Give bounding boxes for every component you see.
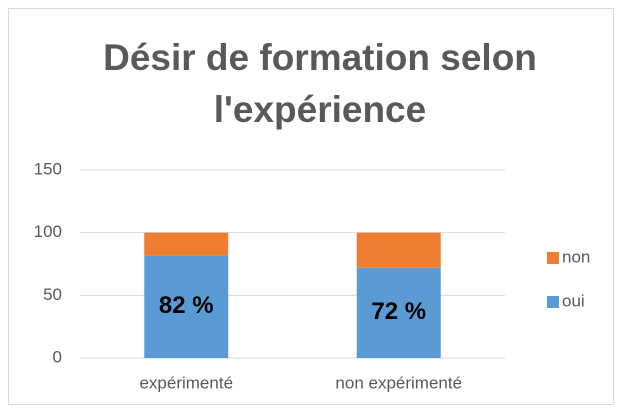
bar-segment — [144, 232, 229, 256]
bar-segment — [356, 232, 441, 268]
legend-swatch — [547, 252, 559, 264]
legend-label: non — [562, 247, 590, 266]
bar-segment — [356, 267, 441, 358]
legend-label: oui — [562, 291, 585, 310]
chart-border — [8, 8, 614, 405]
legend-swatch — [547, 296, 559, 308]
y-tick-label: 0 — [53, 347, 62, 366]
data-label: 72 % — [371, 298, 426, 325]
y-tick-label: 50 — [43, 285, 62, 304]
x-tick-label: expérimenté — [139, 373, 233, 392]
data-label: 82 % — [159, 292, 214, 319]
y-tick-label: 100 — [34, 222, 62, 241]
bar-segment — [144, 255, 229, 358]
x-tick-label: non expérimenté — [335, 373, 462, 392]
chart-title: Désir de formation selon l'expérience — [103, 37, 537, 130]
y-tick-label: 150 — [34, 159, 62, 178]
